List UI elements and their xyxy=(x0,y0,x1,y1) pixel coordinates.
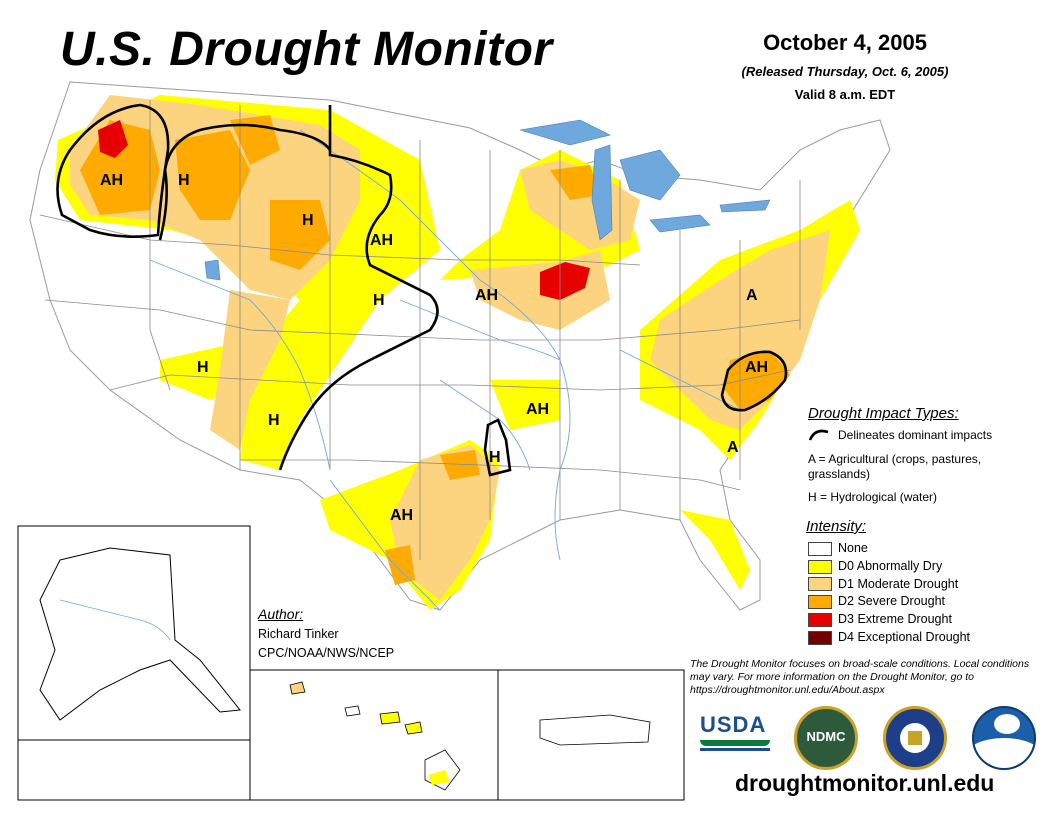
impact-delineates: Delineates dominant impacts xyxy=(838,428,993,442)
intensity-legend-item: None xyxy=(808,541,868,556)
noaa-logo xyxy=(972,706,1036,770)
intensity-legend-item: D0 Abnormally Dry xyxy=(808,559,942,574)
label-a-georgia: A xyxy=(727,439,739,456)
label-ah-arkansas: AH xyxy=(526,401,549,418)
impact-legend-title: Drought Impact Types: xyxy=(808,405,959,422)
intensity-legend-title: Intensity: xyxy=(806,518,867,535)
intensity-label: None xyxy=(838,541,868,555)
intensity-swatch xyxy=(808,541,832,556)
map-labels: AH H H AH H AH H H AH H AH A AH A xyxy=(100,172,768,524)
label-h-utah: H xyxy=(197,359,209,376)
intensity-swatch xyxy=(808,559,832,574)
label-h-new-mexico: H xyxy=(268,412,280,429)
intensity-label: D2 Severe Drought xyxy=(838,594,946,609)
label-ah-northwest: AH xyxy=(100,172,123,189)
impact-hydrological: H = Hydrological (water) xyxy=(808,490,938,504)
commerce-seal-logo xyxy=(883,706,947,770)
label-ah-texas: AH xyxy=(390,507,413,524)
map-title: U.S. Drought Monitor xyxy=(60,23,553,76)
intensity-legend-item: D1 Moderate Drought xyxy=(808,577,958,592)
author-title: Author: xyxy=(258,606,304,622)
website-url[interactable]: droughtmonitor.unl.edu xyxy=(735,770,995,796)
usda-logo-text: USDA xyxy=(700,712,767,737)
label-h-wyoming: H xyxy=(302,212,314,229)
intensity-swatch xyxy=(808,630,832,645)
label-ah-iowa: AH xyxy=(475,287,498,304)
impact-line-sample xyxy=(808,429,829,441)
disclaimer-note: The Drought Monitor focuses on broad-sca… xyxy=(690,658,1030,696)
impact-boundaries xyxy=(56,103,788,477)
alaska-shape xyxy=(39,547,241,721)
valid-time: Valid 8 a.m. EDT xyxy=(794,87,896,102)
intensity-legend-item: D4 Exceptional Drought xyxy=(808,630,970,645)
label-ah-carolina: AH xyxy=(745,359,768,376)
intensity-swatch xyxy=(808,577,832,592)
impact-agricultural: A = Agricultural (crops, pastures, grass… xyxy=(808,452,982,481)
ndmc-logo-text: NDMC xyxy=(806,729,846,744)
intensity-legend-item: D2 Severe Drought xyxy=(808,594,946,610)
intensity-label: D4 Exceptional Drought xyxy=(838,630,971,644)
usda-logo: USDA xyxy=(700,712,770,758)
state-boundaries xyxy=(39,100,801,560)
intensity-label: D1 Moderate Drought xyxy=(838,576,959,591)
intensity-label: D0 Abnormally Dry xyxy=(838,558,943,573)
label-h-idaho: H xyxy=(178,172,190,189)
ndmc-logo: NDMC xyxy=(794,706,858,770)
label-ah-dakota: AH xyxy=(370,232,393,249)
d3-regions xyxy=(98,120,590,300)
hawaii-inset xyxy=(249,669,499,801)
release-date: (Released Thursday, Oct. 6, 2005) xyxy=(741,64,949,79)
intensity-legend-item: D3 Extreme Drought xyxy=(808,612,952,627)
intensity-swatch xyxy=(808,612,832,627)
lakes xyxy=(204,119,771,281)
label-h-oklahoma: H xyxy=(489,449,501,466)
intensity-swatch xyxy=(808,595,832,610)
author-name: Richard Tinker xyxy=(258,627,339,641)
map-date: October 4, 2005 xyxy=(763,30,927,55)
label-a-virginia: A xyxy=(746,287,758,304)
puerto-rico-inset xyxy=(497,669,685,801)
intensity-label: D3 Extreme Drought xyxy=(838,612,952,627)
label-h-nebraska: H xyxy=(373,292,385,309)
alaska-inset xyxy=(17,525,251,801)
author-org: CPC/NOAA/NWS/NCEP xyxy=(258,646,395,660)
rivers xyxy=(149,129,741,611)
